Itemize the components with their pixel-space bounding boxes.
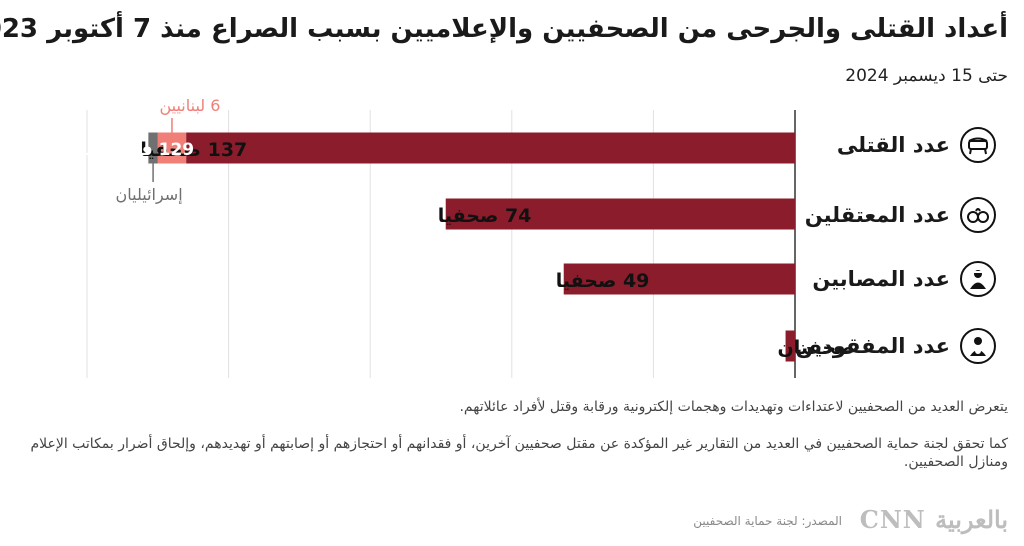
value-label: 74 صحفيا [438,205,532,227]
value-label: 49 صحفيا [556,270,650,292]
category-label: عدد القتلى [836,133,950,157]
category-killed: عدد القتلى [837,127,996,163]
bar-lebanese [157,132,187,164]
injured-person-icon [960,261,996,297]
bar-palestinian [186,132,795,164]
bar-israeli [148,132,158,164]
segment-label-palestinian: 129 فلسطينيا [74,140,195,160]
bar-palestinian [563,263,795,295]
handcuffs-icon [960,197,996,233]
coffin-icon [960,127,996,163]
bar-chart: 137 صحفيا 74 صحفيا 49 صحفيا صحفيان 129 فلسطي… [74,96,855,378]
category-label: عدد المعتقلين [804,203,950,227]
cnn-arabic-logo: CNN بالعربية [859,505,1008,534]
note-paragraph: كما تحقق لجنة حماية الصحفيين في العديد م… [30,436,1008,470]
chart-title: أعداد القتلى والجرحى من الصحفيين والإعلا… [0,14,1008,44]
note-paragraph: يتعرض العديد من الصحفيين لاعتداءات وتهدي… [459,399,1008,415]
segment-label-lebanese: 6 لبنانيين [159,96,220,116]
category-missing: عدد المفقودين [795,328,996,364]
chart-subtitle: حتى 15 ديسمبر 2024 [845,66,1008,86]
category-detained: عدد المعتقلين [805,197,996,233]
value-label: صحفيان [778,337,855,359]
category-label: عدد المفقودين [795,334,950,358]
category-label: عدد المصابين [812,267,950,291]
segment-label-israeli: إسرائيليان [116,185,183,205]
bar-palestinian [445,198,795,230]
value-label: 137 صحفيا [140,139,247,161]
bar-palestinian [785,330,795,362]
source-note: المصدر: لجنة حماية الصحفيين [693,514,842,528]
missing-person-icon [960,328,996,364]
category-injured: عدد المصابين [812,261,996,297]
